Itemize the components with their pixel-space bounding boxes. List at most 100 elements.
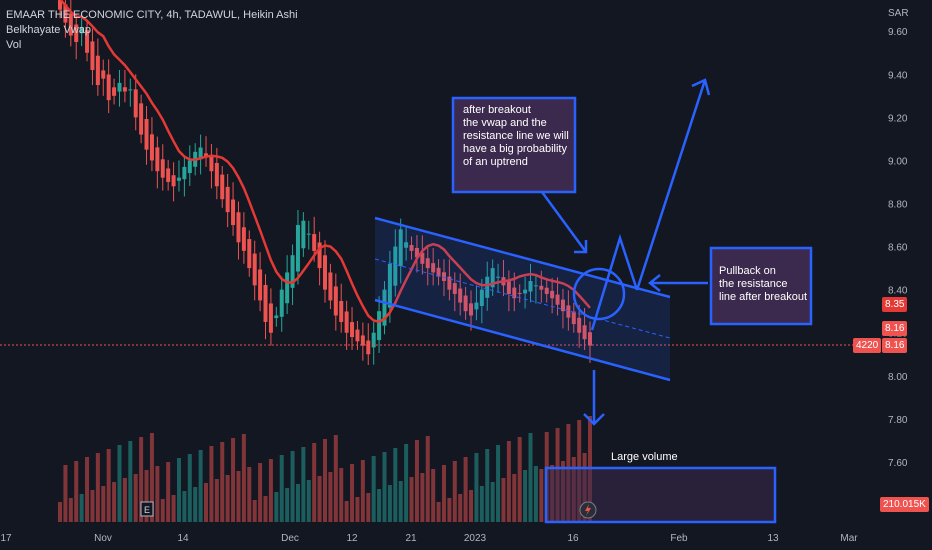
candle-body [312, 234, 317, 251]
y-tick-label: 8.80 [888, 200, 908, 211]
volume-bar [425, 436, 430, 522]
candle-body [263, 284, 268, 322]
volume-bar [452, 461, 457, 522]
candle-body [171, 175, 176, 187]
candle-body [360, 335, 365, 346]
candle-body [112, 87, 117, 96]
volume-bar [479, 486, 484, 522]
volume-total-tag: 210.015K [880, 497, 929, 512]
volume-bar [139, 437, 144, 522]
volume-bar [301, 447, 306, 522]
volume-bar [263, 496, 268, 522]
x-tick-label: 14 [177, 533, 189, 544]
volume-bar [501, 478, 506, 522]
volume-bar [95, 453, 100, 522]
candle-body [560, 299, 565, 312]
volume-bars [58, 416, 592, 522]
volume-bar [393, 448, 398, 522]
candle-body [204, 153, 209, 157]
event-icon-box [140, 501, 154, 517]
time-axis: 17 Nov 14 Dec 12 21 2023 16 Feb 13 Mar [0, 533, 858, 544]
indicator-vwap-label: Belkhayate Vwap [6, 24, 91, 36]
vwap-line [59, 0, 591, 324]
candle-body [523, 289, 528, 294]
candle-body [290, 255, 295, 288]
candle-body [198, 147, 203, 160]
candle-body [539, 285, 544, 290]
candle-body [485, 276, 490, 298]
volume-bar [458, 494, 463, 522]
x-tick-label: Feb [670, 533, 688, 544]
candle-body [366, 340, 371, 355]
candle-body [317, 242, 322, 269]
volume-bar [382, 452, 387, 522]
y-tick-label: 8.60 [888, 243, 908, 254]
volume-bar [106, 449, 111, 522]
volume-bar [387, 485, 392, 522]
channel-mid-line [374, 258, 671, 339]
volume-bar [441, 465, 446, 522]
volume-bar [431, 469, 436, 522]
candle-body [414, 247, 419, 258]
volume-bar [268, 459, 273, 522]
x-tick-label: Mar [840, 533, 858, 544]
candle-body [409, 245, 414, 251]
candle-body [474, 302, 479, 310]
volume-bar [171, 495, 176, 522]
volume-bar [414, 440, 419, 522]
candle-body [328, 272, 333, 301]
candle-body [490, 268, 495, 288]
y-tick-label: 7.60 [888, 458, 908, 469]
large-volume-label: Large volume [611, 451, 678, 463]
candle-body [469, 303, 474, 316]
y-tick-label: 9.60 [888, 27, 908, 38]
vwap-price-tag: 8.35 [882, 297, 908, 312]
volume-bar [490, 482, 495, 522]
breakout-circle [572, 267, 626, 321]
candle-body [588, 332, 592, 346]
candle-body [101, 70, 106, 79]
candle-body [350, 322, 355, 338]
volume-count-tag: 4220 [853, 338, 882, 353]
volume-bar [339, 468, 344, 522]
volume-bar [258, 463, 263, 522]
volume-bar [333, 435, 338, 522]
volume-bar [247, 467, 252, 522]
candle-body [393, 246, 398, 286]
candle-body [241, 227, 246, 251]
volume-bar [436, 502, 441, 522]
volume-bar [122, 478, 127, 522]
candle-body [209, 154, 214, 172]
candle-body [550, 290, 555, 299]
candle-body [496, 276, 501, 278]
x-tick-label: Dec [281, 533, 299, 544]
candle-body [463, 295, 468, 312]
volume-bar [317, 476, 322, 522]
volume-bar [149, 433, 154, 522]
candle-body [582, 325, 587, 340]
volume-bar [166, 462, 171, 522]
annotation-box-2 [709, 246, 813, 326]
candle-body [252, 253, 257, 286]
currency-label: SAR [888, 8, 909, 19]
candle-body [301, 220, 306, 249]
annotation-text-2: Pullback on the resistance line after br… [719, 265, 808, 303]
chart-legend: EMAAR THE ECONOMIC CITY, 4h, TADAWUL, He… [6, 8, 298, 53]
volume-bar [209, 446, 214, 522]
chart-title: EMAAR THE ECONOMIC CITY, 4h, TADAWUL, He… [6, 9, 298, 21]
volume-bar [85, 457, 90, 522]
candle-body [458, 288, 463, 303]
volume-bar [204, 483, 209, 522]
event-icon: E [144, 505, 150, 515]
candle-body [339, 300, 344, 322]
candle-body [236, 212, 241, 243]
volume-bar [523, 470, 528, 522]
volume-bar [377, 489, 382, 522]
y-tick-label: 7.80 [888, 415, 908, 426]
volume-bar [539, 469, 544, 522]
candle-body [377, 311, 382, 341]
channel-lower-line [374, 298, 671, 382]
candle-body [63, 4, 68, 23]
candle-body [128, 89, 133, 91]
